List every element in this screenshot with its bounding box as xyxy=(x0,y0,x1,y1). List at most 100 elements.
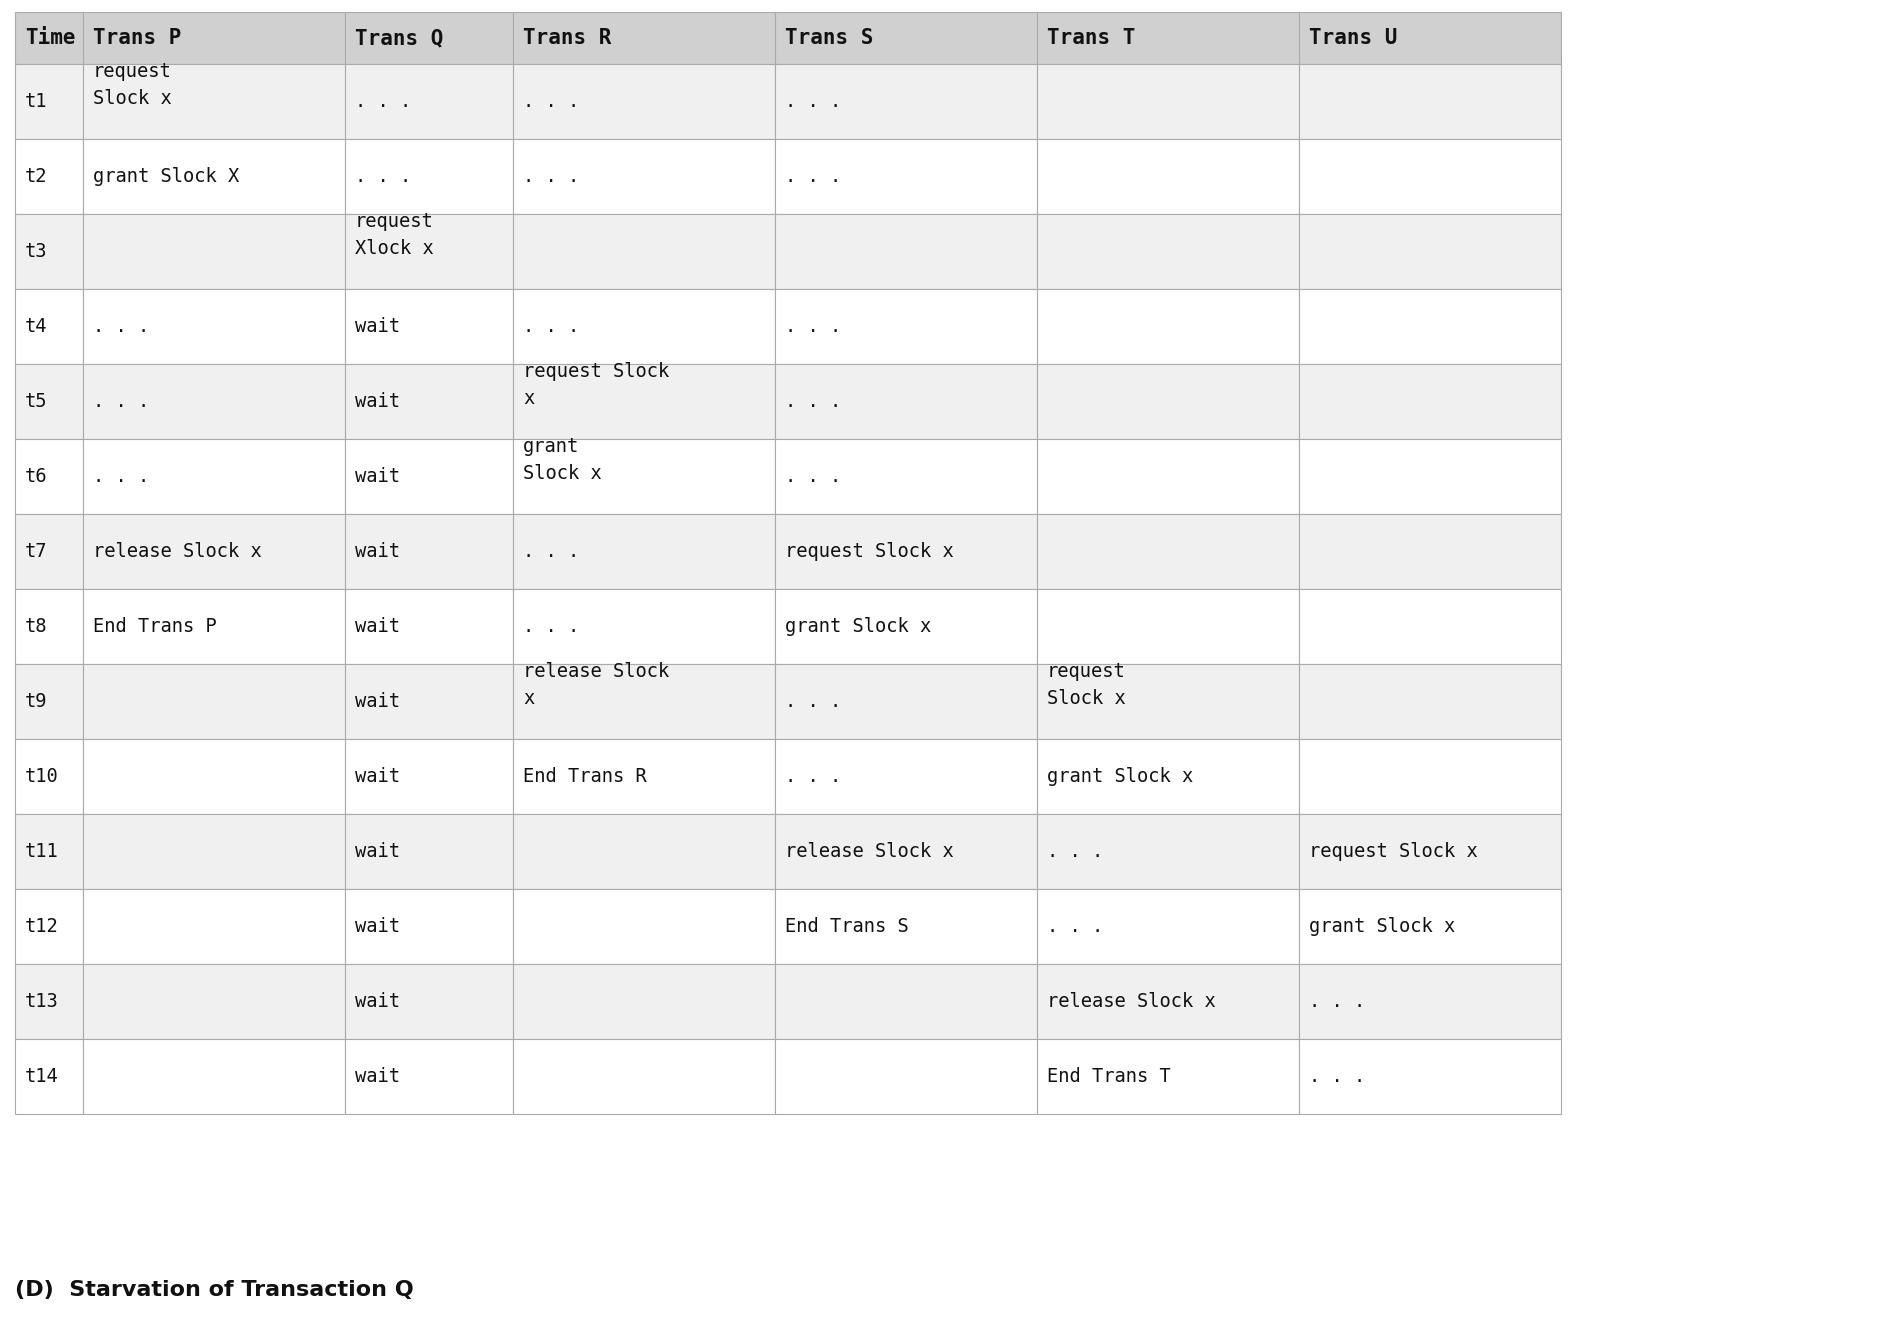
Text: wait: wait xyxy=(355,692,400,710)
Text: . . .: . . . xyxy=(785,392,841,411)
Bar xyxy=(346,138,513,214)
Bar xyxy=(83,514,346,590)
Text: t4: t4 xyxy=(24,317,47,336)
Bar xyxy=(83,439,346,514)
Text: request
Slock x: request Slock x xyxy=(94,62,171,107)
Bar xyxy=(513,289,776,364)
Bar xyxy=(15,889,83,964)
Text: t8: t8 xyxy=(24,616,47,637)
Bar xyxy=(776,814,1037,889)
Bar xyxy=(346,663,513,739)
Text: . . .: . . . xyxy=(1309,1066,1365,1086)
Bar xyxy=(15,1039,83,1113)
Bar xyxy=(346,214,513,289)
Bar xyxy=(1037,12,1300,64)
Text: t1: t1 xyxy=(24,93,47,111)
Bar xyxy=(15,814,83,889)
Text: wait: wait xyxy=(355,767,400,786)
Bar xyxy=(1037,439,1300,514)
Bar xyxy=(346,289,513,364)
Bar xyxy=(776,1039,1037,1113)
Bar xyxy=(513,64,776,138)
Text: t6: t6 xyxy=(24,467,47,486)
Bar xyxy=(513,514,776,590)
Bar xyxy=(776,64,1037,138)
Text: Time: Time xyxy=(24,28,75,48)
Text: request
Xlock x: request Xlock x xyxy=(355,212,434,258)
Text: wait: wait xyxy=(355,392,400,411)
Text: End Trans T: End Trans T xyxy=(1048,1066,1170,1086)
Text: Trans P: Trans P xyxy=(94,28,182,48)
Bar xyxy=(346,64,513,138)
Text: . . .: . . . xyxy=(94,467,148,486)
Bar xyxy=(15,214,83,289)
Bar xyxy=(15,590,83,663)
Bar xyxy=(1037,739,1300,814)
Bar xyxy=(1037,814,1300,889)
Text: . . .: . . . xyxy=(522,167,578,185)
Text: grant Slock x: grant Slock x xyxy=(1309,917,1455,936)
Text: . . .: . . . xyxy=(94,317,148,336)
Bar xyxy=(83,964,346,1039)
Text: release Slock x: release Slock x xyxy=(1048,992,1215,1011)
Bar xyxy=(346,964,513,1039)
Bar xyxy=(1300,1039,1561,1113)
Text: End Trans P: End Trans P xyxy=(94,616,216,637)
Bar xyxy=(776,663,1037,739)
Bar xyxy=(776,364,1037,439)
Bar xyxy=(513,439,776,514)
Text: t2: t2 xyxy=(24,167,47,185)
Bar xyxy=(15,739,83,814)
Text: . . .: . . . xyxy=(785,93,841,111)
Text: . . .: . . . xyxy=(355,93,411,111)
Text: Trans Q: Trans Q xyxy=(355,28,443,48)
Bar xyxy=(346,12,513,64)
Bar xyxy=(83,138,346,214)
Bar xyxy=(83,64,346,138)
Bar xyxy=(1300,364,1561,439)
Bar xyxy=(83,739,346,814)
Text: request Slock
x: request Slock x xyxy=(522,363,669,408)
Text: wait: wait xyxy=(355,842,400,861)
Bar xyxy=(83,1039,346,1113)
Text: t3: t3 xyxy=(24,242,47,261)
Text: t7: t7 xyxy=(24,543,47,561)
Text: t14: t14 xyxy=(24,1066,58,1086)
Bar xyxy=(1037,889,1300,964)
Text: wait: wait xyxy=(355,1066,400,1086)
Bar xyxy=(15,964,83,1039)
Text: request Slock x: request Slock x xyxy=(1309,842,1478,861)
Bar xyxy=(83,889,346,964)
Text: . . .: . . . xyxy=(522,93,578,111)
Bar xyxy=(15,12,83,64)
Bar xyxy=(776,12,1037,64)
Bar xyxy=(513,814,776,889)
Bar xyxy=(513,663,776,739)
Text: grant Slock X: grant Slock X xyxy=(94,167,239,185)
Text: . . .: . . . xyxy=(1048,917,1102,936)
Text: Trans U: Trans U xyxy=(1309,28,1397,48)
Text: . . .: . . . xyxy=(785,767,841,786)
Bar xyxy=(776,590,1037,663)
Bar xyxy=(83,364,346,439)
Text: . . .: . . . xyxy=(522,317,578,336)
Bar xyxy=(1300,439,1561,514)
Bar xyxy=(1037,64,1300,138)
Text: request Slock x: request Slock x xyxy=(785,543,954,561)
Bar xyxy=(346,364,513,439)
Text: t11: t11 xyxy=(24,842,58,861)
Bar xyxy=(15,364,83,439)
Bar xyxy=(83,663,346,739)
Bar xyxy=(1300,590,1561,663)
Bar xyxy=(1037,214,1300,289)
Bar xyxy=(776,964,1037,1039)
Bar xyxy=(15,439,83,514)
Text: wait: wait xyxy=(355,992,400,1011)
Bar xyxy=(1300,889,1561,964)
Bar xyxy=(513,364,776,439)
Bar xyxy=(346,889,513,964)
Text: Trans T: Trans T xyxy=(1048,28,1136,48)
Text: wait: wait xyxy=(355,616,400,637)
Text: . . .: . . . xyxy=(1048,842,1102,861)
Bar xyxy=(83,814,346,889)
